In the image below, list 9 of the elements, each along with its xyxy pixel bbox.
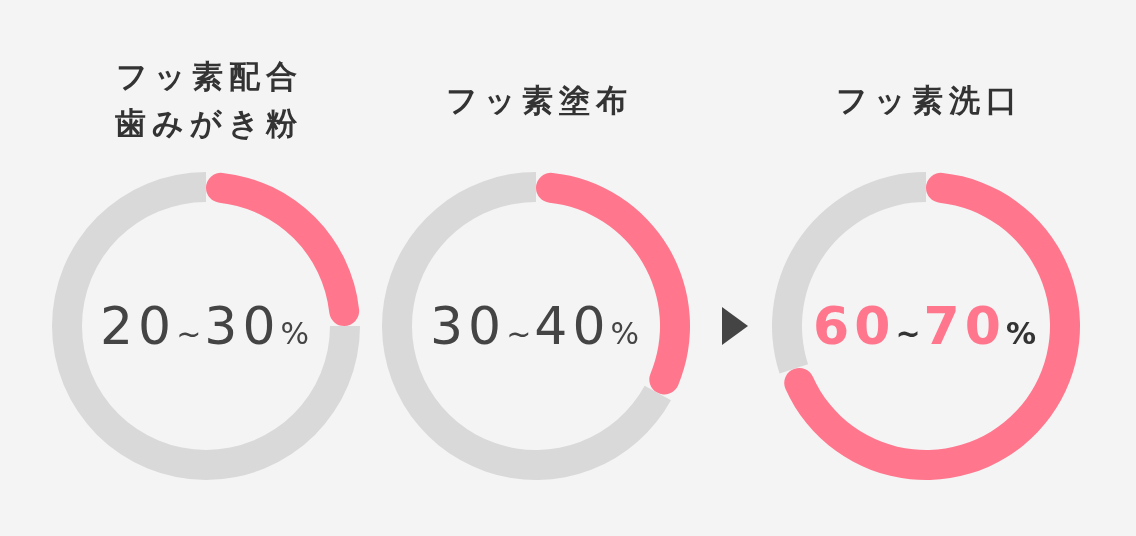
text: 30~40% [430, 296, 639, 356]
donut-slice [382, 172, 671, 480]
donut-slice [52, 172, 360, 480]
chart-title: フッ素配合歯みがき粉 [114, 57, 304, 143]
chart-title: フッ素塗布 [444, 80, 633, 120]
text: 60~70% [813, 296, 1036, 356]
donut-slice [536, 172, 690, 395]
text: 20~30% [100, 296, 309, 356]
chart-title: フッ素洗口 [834, 80, 1023, 120]
